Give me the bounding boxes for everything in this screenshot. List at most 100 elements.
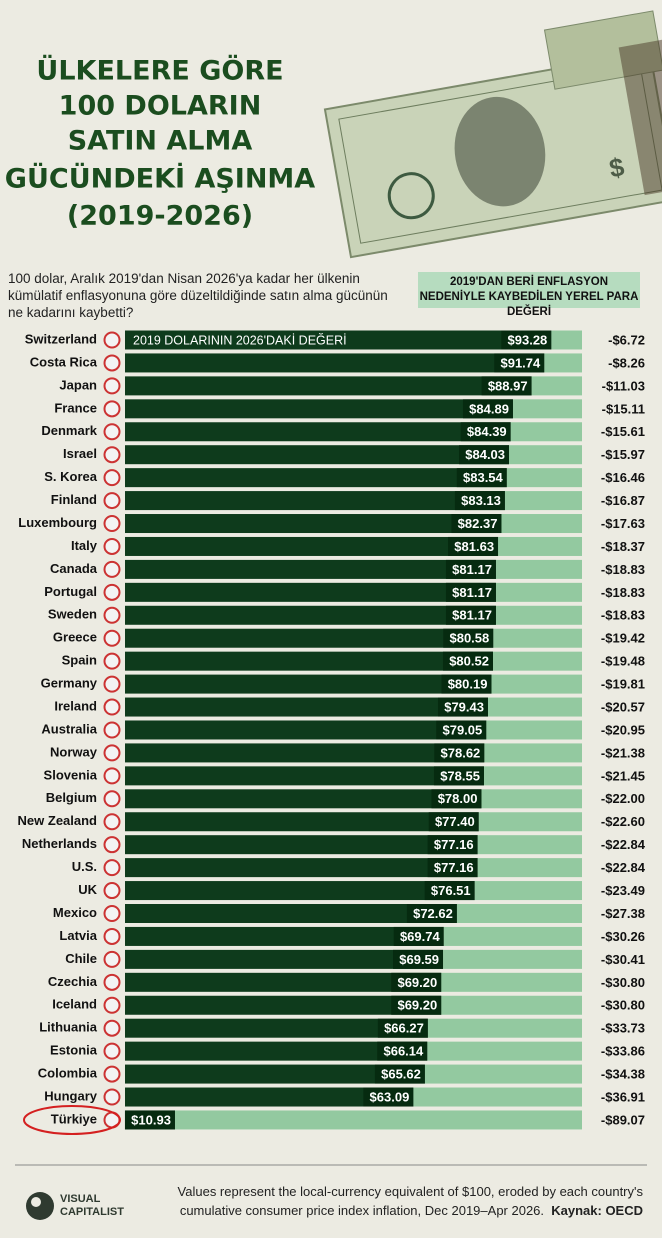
- value-label: $83.54: [463, 470, 504, 485]
- bar: [125, 468, 507, 488]
- loss-label: -$15.61: [601, 424, 645, 439]
- value-label: $10.93: [131, 1112, 171, 1127]
- value-label: $69.74: [400, 929, 441, 944]
- value-label-box: [445, 559, 496, 579]
- bar: [125, 972, 442, 992]
- value-label: $93.28: [508, 332, 548, 347]
- bar: [125, 422, 511, 442]
- loss-label: -$15.97: [601, 447, 645, 462]
- title-line: GÜCÜNDEKİ AŞINMA: [5, 162, 315, 195]
- loss-label: -$22.60: [601, 814, 645, 829]
- category-label: Estonia: [50, 1043, 98, 1058]
- value-label-box: [374, 1064, 425, 1084]
- category-label: S. Korea: [44, 469, 98, 484]
- category-label: Sweden: [48, 607, 97, 622]
- legend-entry: 2019 DOLARININ 2026'DAKİ DEĞERİ: [133, 332, 347, 347]
- bill-denomination: $: [607, 151, 627, 183]
- value-label: $83.13: [461, 493, 501, 508]
- bar: [125, 1064, 425, 1084]
- loss-bar: [531, 376, 582, 396]
- value-label-box: [454, 491, 505, 511]
- loss-label: -$19.81: [601, 677, 645, 692]
- category-label: Türkiye: [51, 1111, 97, 1126]
- value-label-box: [433, 766, 484, 786]
- flag: [103, 767, 121, 785]
- flag: [103, 354, 121, 372]
- value-label-box: [442, 651, 493, 671]
- value-label-box: [393, 926, 444, 946]
- loss-label: -$18.37: [601, 539, 645, 554]
- value-label: $76.51: [431, 883, 471, 898]
- category-label: Canada: [50, 561, 98, 576]
- bar: [125, 514, 502, 534]
- value-label: $80.19: [448, 677, 488, 692]
- loss-label: -$16.87: [601, 493, 645, 508]
- flag: [103, 469, 121, 487]
- loss-bar: [481, 789, 582, 809]
- category-label: Ireland: [54, 698, 97, 713]
- category-label: Israel: [63, 446, 97, 461]
- loss-label: -$22.84: [601, 860, 646, 875]
- loss-bar: [551, 330, 582, 350]
- bar: [125, 881, 475, 901]
- value-label-box: [431, 789, 482, 809]
- loss-label: -$22.00: [601, 791, 645, 806]
- flag: [103, 606, 121, 624]
- flag: [103, 1065, 121, 1083]
- category-label: Spain: [62, 653, 97, 668]
- loss-bar: [174, 1110, 582, 1130]
- category-label: Slovenia: [44, 767, 98, 782]
- flag: [103, 515, 121, 533]
- loss-label: -$30.80: [601, 998, 645, 1013]
- bar: [125, 353, 545, 373]
- value-label-box: [377, 1018, 428, 1038]
- bar: [125, 674, 492, 694]
- flag: [103, 1088, 121, 1106]
- logo-mark: [31, 1197, 41, 1207]
- value-label-box: [391, 972, 442, 992]
- bar: [125, 605, 496, 625]
- value-label: $78.55: [440, 768, 480, 783]
- bar: [125, 812, 479, 832]
- loss-bar: [492, 651, 582, 671]
- category-label: Costa Rica: [30, 354, 98, 369]
- value-label: $84.89: [469, 401, 509, 416]
- category-label: Portugal: [44, 584, 97, 599]
- loss-label: -$15.11: [602, 401, 645, 416]
- category-label: Mexico: [53, 905, 97, 920]
- loss-bar: [495, 582, 582, 602]
- category-label: Hungary: [44, 1088, 98, 1103]
- value-label: $77.16: [434, 837, 474, 852]
- value-label-box: [451, 514, 502, 534]
- category-label: Finland: [51, 492, 97, 507]
- bar: [125, 1018, 428, 1038]
- bar: [125, 949, 444, 969]
- dollar-bill: $: [323, 10, 662, 259]
- value-label: $79.43: [444, 699, 484, 714]
- loss-bar: [510, 422, 582, 442]
- loss-bar: [498, 536, 582, 556]
- category-label: Italy: [71, 538, 98, 553]
- value-label-box: [459, 445, 510, 465]
- value-label-box: [445, 605, 496, 625]
- bar: [125, 628, 494, 648]
- value-label: $84.03: [465, 447, 505, 462]
- flag: [103, 721, 121, 739]
- flag: [103, 1019, 121, 1037]
- loss-bar: [487, 697, 582, 717]
- category-label: New Zealand: [18, 813, 98, 828]
- loss-bar: [509, 445, 582, 465]
- loss-bar: [493, 628, 582, 648]
- value-label-box: [124, 1110, 175, 1130]
- category-label: UK: [78, 882, 97, 897]
- value-label: $72.62: [413, 906, 453, 921]
- flag: [103, 652, 121, 670]
- title-line: 100 DOLARIN: [59, 91, 262, 122]
- category-label: Colombia: [38, 1066, 98, 1081]
- brand: CAPITALIST: [60, 1206, 124, 1218]
- loss-label: -$18.83: [601, 608, 645, 623]
- flag: [103, 790, 121, 808]
- loss-bar: [456, 904, 582, 923]
- loss-bar: [441, 995, 582, 1015]
- value-label: $63.09: [370, 1089, 410, 1104]
